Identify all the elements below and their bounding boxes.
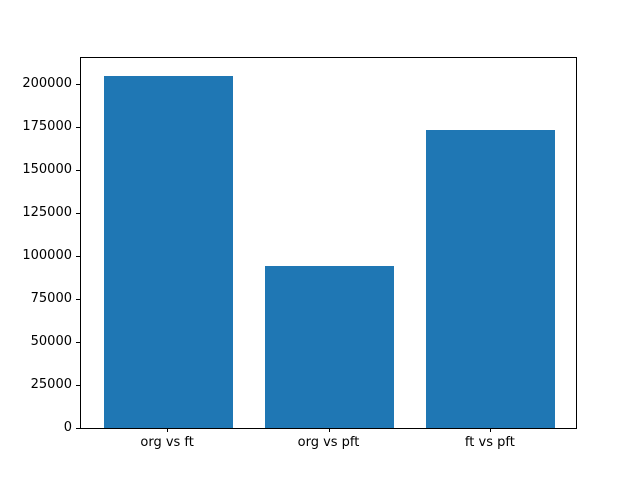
y-tick-label: 175000 bbox=[22, 118, 72, 134]
x-axis: org vs ft org vs pft ft vs pft bbox=[80, 427, 577, 467]
y-axis: 0 25000 50000 75000 100000 125000 150000 175000… bbox=[0, 57, 80, 435]
y-tick-mark bbox=[76, 428, 80, 429]
y-tick-mark bbox=[76, 384, 80, 386]
bar-ft-vs-pft bbox=[426, 129, 556, 428]
y-tick-label: 100000 bbox=[22, 247, 72, 263]
y-tick-mark bbox=[76, 169, 80, 171]
plot-area bbox=[80, 57, 577, 429]
y-tick-mark bbox=[76, 83, 80, 85]
y-tick-mark bbox=[76, 126, 80, 128]
y-tick-label: 200000 bbox=[22, 75, 72, 91]
x-tick-mark bbox=[167, 428, 169, 432]
x-tick-mark bbox=[489, 428, 491, 432]
y-tick-label: 75000 bbox=[30, 290, 72, 306]
y-tick-mark bbox=[76, 298, 80, 300]
bar-org-vs-ft bbox=[103, 75, 233, 428]
x-tick-label-org-vs-pft: org vs pft bbox=[297, 435, 360, 450]
x-tick-label-ft-vs-pft: ft vs pft bbox=[464, 435, 515, 450]
x-tick-label-org-vs-ft: org vs ft bbox=[140, 435, 194, 450]
y-tick-mark bbox=[76, 255, 80, 257]
y-tick-label: 125000 bbox=[22, 204, 72, 220]
y-tick-label: 150000 bbox=[22, 161, 72, 177]
bar-org-vs-pft bbox=[264, 265, 395, 428]
y-tick-mark bbox=[76, 341, 80, 343]
y-tick-label: 50000 bbox=[30, 333, 72, 349]
y-tick-label: 0 bbox=[63, 420, 72, 435]
x-tick-mark bbox=[328, 428, 330, 432]
y-tick-mark bbox=[76, 212, 80, 214]
y-tick-label: 25000 bbox=[30, 376, 72, 392]
